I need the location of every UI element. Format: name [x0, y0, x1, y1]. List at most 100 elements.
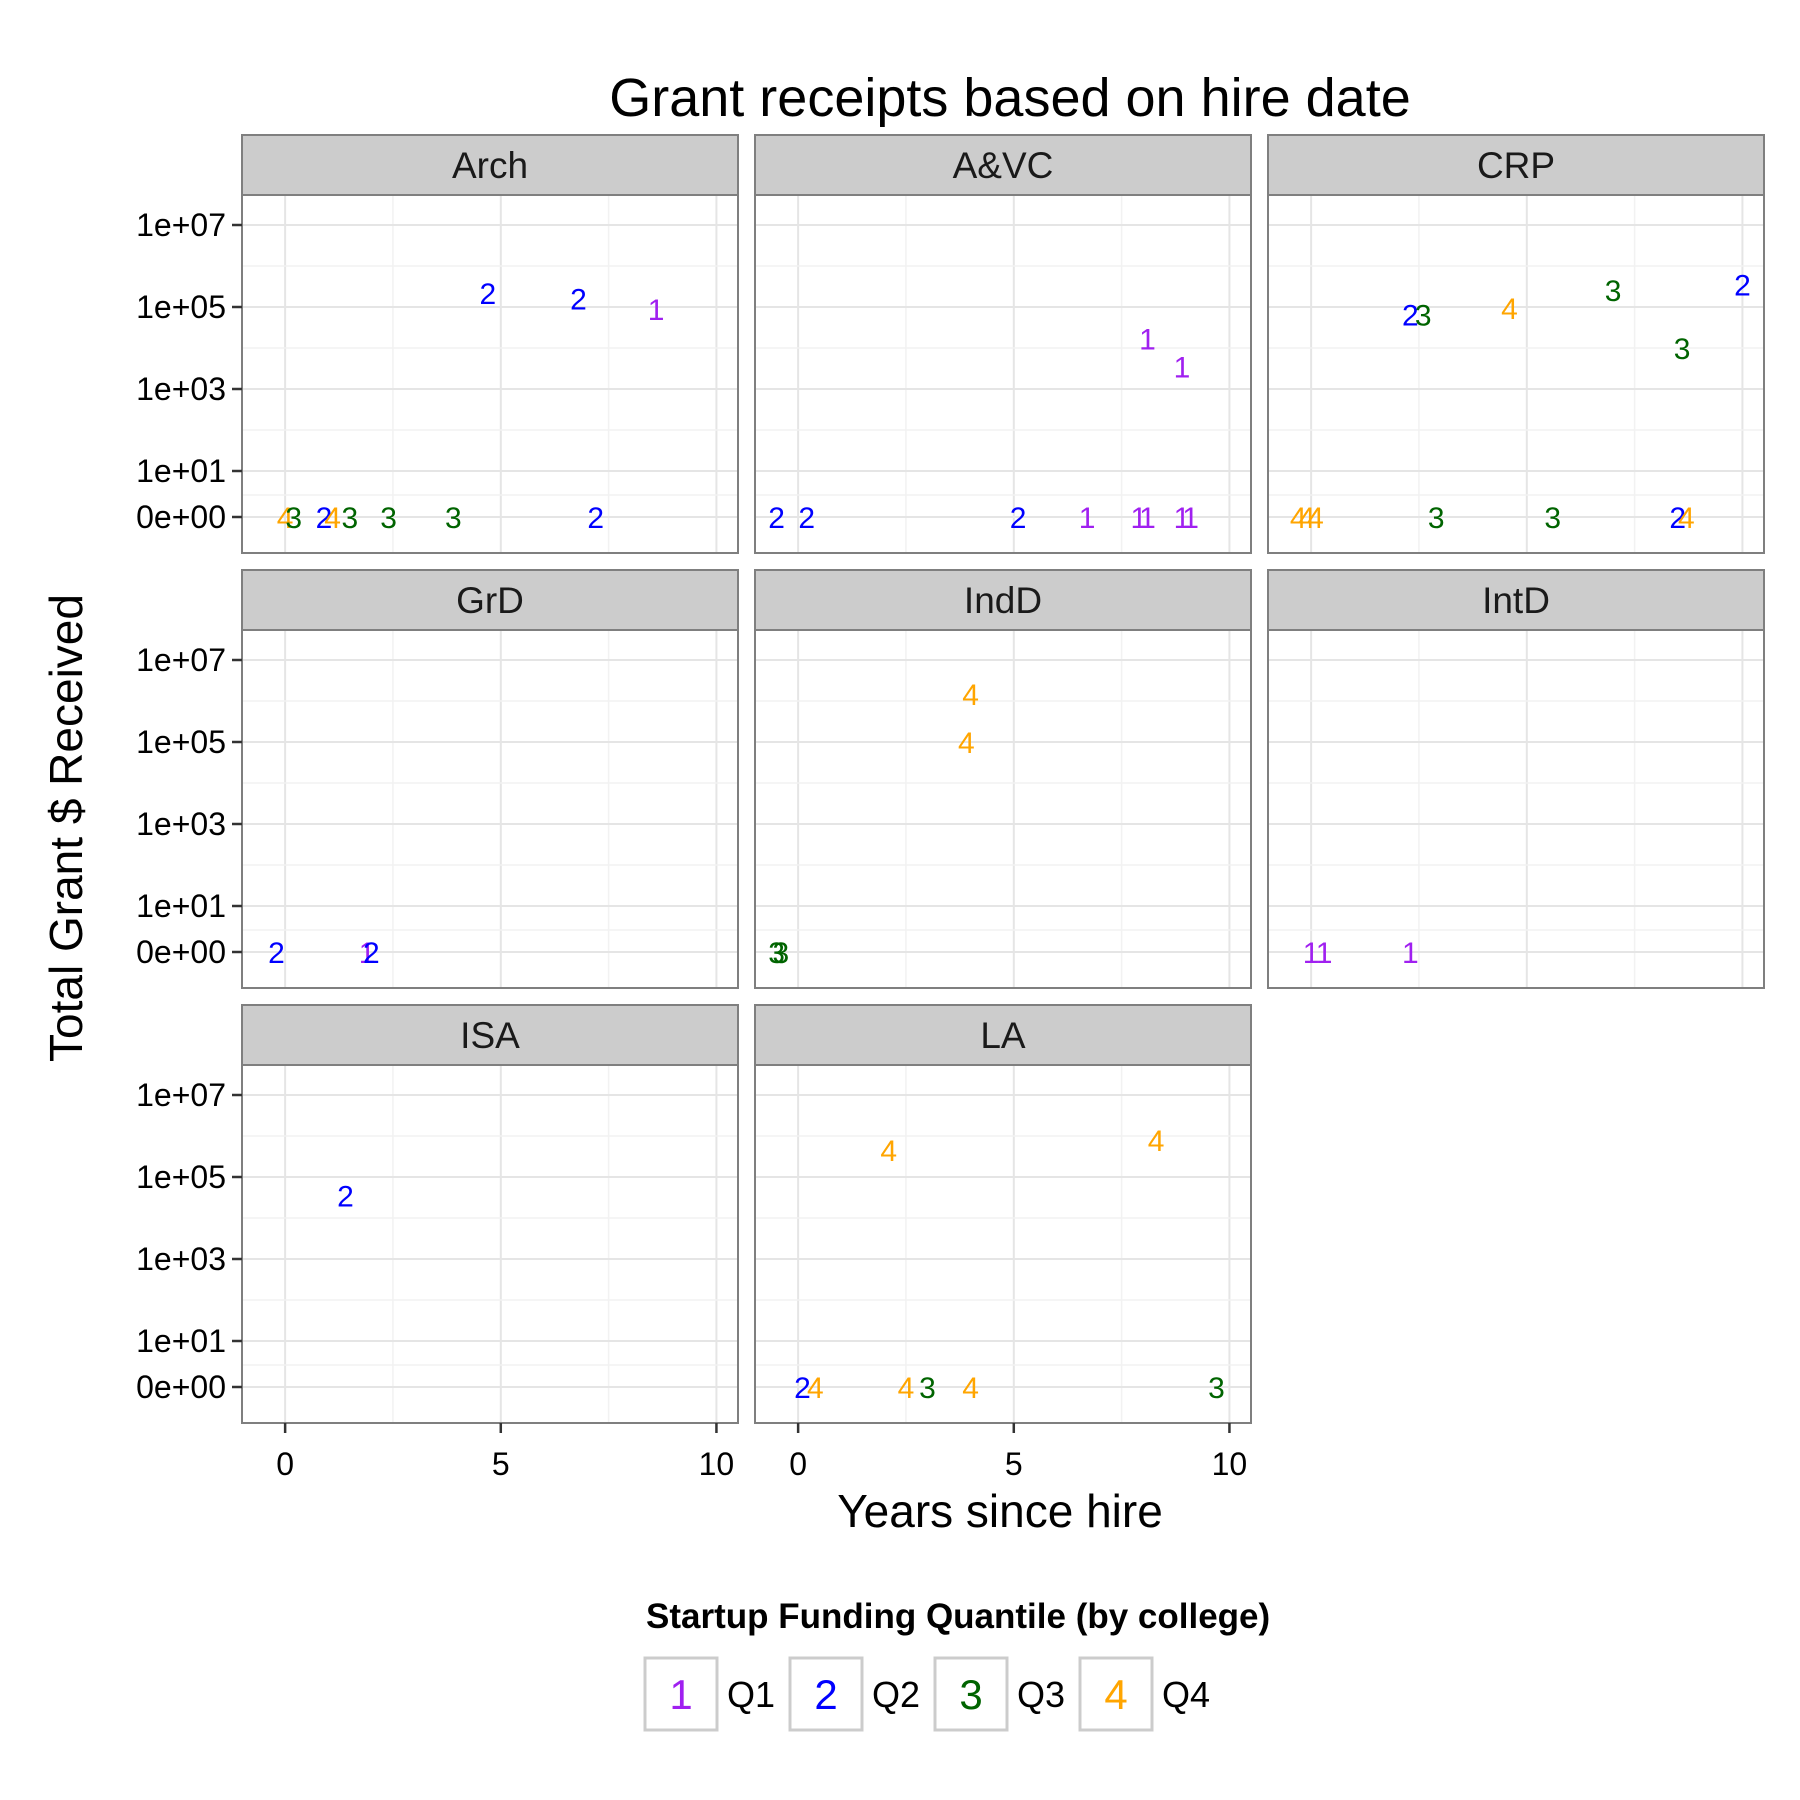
data-point: 4 [880, 1135, 897, 1168]
facet-strip [754, 134, 1252, 196]
facet-strip [241, 569, 739, 631]
data-point: 4 [1298, 502, 1315, 535]
data-point: 3 [919, 1372, 936, 1405]
data-point: 2 [798, 502, 815, 535]
data-point: 4 [1290, 502, 1307, 535]
facet-strip [241, 1004, 739, 1066]
legend-key-glyph: 3 [959, 1671, 982, 1718]
facet-strip-label: A&VC [953, 145, 1054, 186]
y-tick-label: 1e+01 [136, 1323, 226, 1359]
facet-panel-bg [755, 195, 1251, 553]
y-axis: 1e+07 1e+05 1e+03 1e+01 0e+00 [136, 1077, 242, 1405]
legend-entry-q1: 1 Q1 [643, 1656, 775, 1732]
legend-key-box [643, 1656, 719, 1732]
data-point: 4 [277, 502, 294, 535]
data-point: 3 [445, 502, 462, 535]
data-points: 2 2 143 24 3 3 3 2 [277, 278, 665, 535]
data-point: 1 [1139, 324, 1156, 357]
x-axis: 0 5 10 [789, 1423, 1247, 1482]
y-tick-label: 1e+01 [136, 888, 226, 924]
data-point: 1 [1182, 502, 1199, 535]
facet-strip-label: GrD [456, 580, 524, 621]
data-point: 4 [1148, 1125, 1165, 1158]
y-tick-label: 1e+03 [136, 1241, 226, 1277]
legend-entries: 1 Q1 2 Q2 3 Q3 4 Q4 [643, 1656, 1210, 1732]
data-points: 2 [337, 1181, 354, 1214]
data-point: 3 [1674, 333, 1691, 366]
data-point: 4 [958, 727, 975, 760]
data-point: 3 [1428, 502, 1445, 535]
y-tick-label: 1e+05 [136, 1159, 226, 1195]
legend-key-glyph: 2 [814, 1671, 837, 1718]
data-point: 4 [962, 1372, 979, 1405]
y-tick-label: 0e+00 [136, 934, 226, 970]
data-point: 2 [1669, 502, 1686, 535]
facet-panel-bg [242, 195, 738, 553]
legend-key-glyph: 4 [1104, 1671, 1127, 1718]
gridlines [755, 195, 1251, 553]
data-point: 2 [794, 1372, 811, 1405]
gridlines [242, 630, 738, 988]
facet-panel-border [1267, 629, 1765, 989]
legend-label: Q3 [1017, 1674, 1065, 1715]
facet-strip-label: IntD [1482, 580, 1550, 621]
gridlines [1268, 195, 1764, 553]
facet-indd: IndD 4 4 33 [754, 569, 1252, 989]
data-point: 3 [768, 937, 785, 970]
data-point: 2 [587, 502, 604, 535]
facet-panel-bg [755, 1065, 1251, 1423]
data-points: 2 12 [268, 937, 380, 970]
gridlines [242, 195, 738, 553]
x-tick-label: 5 [492, 1446, 510, 1482]
data-point: 2 [479, 278, 496, 311]
x-tick-label: 5 [1005, 1446, 1023, 1482]
legend-key-box [933, 1656, 1009, 1732]
y-tick-label: 1e+03 [136, 371, 226, 407]
facet-panel-bg [242, 1065, 738, 1423]
data-point: 3 [341, 502, 358, 535]
facet-panel-border [754, 1064, 1252, 1424]
facet-panel-bg [755, 630, 1251, 988]
y-tick-label: 1e+03 [136, 806, 226, 842]
data-point: 4 [898, 1372, 915, 1405]
data-point: 4 [1307, 502, 1324, 535]
facet-panel-border [754, 194, 1252, 554]
data-point: 1 [648, 294, 665, 327]
legend-title: Startup Funding Quantile (by college) [646, 1597, 1270, 1636]
data-point: 2 [316, 502, 333, 535]
gridlines [242, 1065, 738, 1423]
data-point: 2 [768, 502, 785, 535]
facet-strip-label: Arch [452, 145, 528, 186]
gridlines [755, 1065, 1251, 1423]
data-points: 112 2 2 1 11 11 [768, 324, 1199, 535]
y-tick-label: 1e+05 [136, 289, 226, 325]
chart-title: Grant receipts based on hire date [609, 68, 1410, 128]
facet-panel-border [241, 194, 739, 554]
y-tick-label: 0e+00 [136, 1369, 226, 1405]
data-point: 1 [1131, 502, 1148, 535]
data-point: 3 [380, 502, 397, 535]
y-tick-label: 1e+05 [136, 724, 226, 760]
data-point: 1 [1079, 502, 1096, 535]
y-axis: 1e+07 1e+05 1e+03 1e+01 0e+00 [136, 207, 242, 535]
data-point: 3 [1544, 502, 1561, 535]
data-point: 2 [570, 284, 587, 317]
facet-panel-border [241, 1064, 739, 1424]
legend-label: Q4 [1162, 1674, 1210, 1715]
data-point: 3 [1415, 300, 1432, 333]
x-axes: 0 5 10 0 5 10 [276, 1423, 1247, 1482]
data-point: 1 [359, 937, 376, 970]
x-tick-label: 0 [789, 1446, 807, 1482]
y-axis-title: Total Grant $ Received [40, 594, 92, 1062]
y-tick-label: 1e+01 [136, 453, 226, 489]
x-tick-label: 0 [276, 1446, 294, 1482]
